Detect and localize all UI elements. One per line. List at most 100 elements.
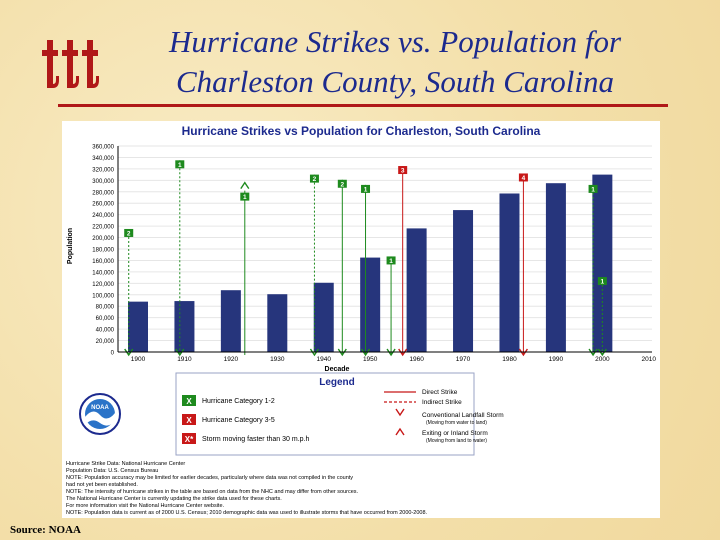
storm-category-label: 2: [341, 181, 345, 188]
storm-category-badge: [518, 173, 528, 182]
population-bar: [267, 294, 288, 352]
source-note: Source: NOAA: [10, 524, 81, 536]
storm-category-label: 1: [601, 279, 605, 286]
y-tick-label: 260,000: [92, 202, 114, 208]
legend-line-sublabel: (Moving from water to land): [426, 420, 487, 426]
storm-category-badge: [309, 174, 319, 183]
legend-item-label: Hurricane Category 3-5: [202, 417, 275, 424]
storm-category-label: 2: [313, 176, 317, 183]
slide-logo-icon: [42, 40, 99, 88]
storm-category-badge: [240, 192, 250, 201]
population-bar: [360, 257, 381, 352]
storm-category-badge: [386, 256, 396, 265]
chart-panel: Hurricane Strikes vs Population for Char…: [62, 121, 660, 518]
x-tick-label: 1930: [270, 356, 285, 363]
legend-swatch: [182, 414, 196, 425]
storm-category-badge: [361, 184, 371, 193]
x-tick-label: 1920: [224, 356, 239, 363]
storm-up-marker: [240, 181, 250, 190]
y-tick-label: 360,000: [92, 145, 114, 151]
legend-box: [175, 372, 475, 456]
noaa-logo-text: NOAA: [91, 405, 109, 411]
slide-title-line2: Charleston County, South Carolina: [175, 64, 615, 99]
x-axis-label: Decade: [325, 366, 350, 373]
y-tick-label: 160,000: [92, 259, 114, 265]
legend-swatch: [182, 395, 196, 406]
chart-note: Population Data: U.S. Census Bureau: [66, 468, 158, 474]
population-bar: [499, 193, 520, 352]
chart-note: NOTE: Population data is current as of 2…: [66, 510, 428, 516]
x-tick-label: 1980: [502, 356, 517, 363]
slide-title: Hurricane Strikes vs. Population for Cha…: [110, 22, 680, 102]
legend-line-label: Indirect Strike: [422, 399, 462, 406]
legend-title: Legend: [319, 377, 355, 388]
y-tick-label: 40,000: [96, 328, 115, 334]
x-tick-label: 1940: [317, 356, 332, 363]
hurricane-population-chart: Hurricane Strikes vs Population for Char…: [66, 124, 657, 516]
x-tick-label: 1950: [363, 356, 378, 363]
storm-category-label: 1: [243, 194, 247, 201]
chart-note: NOTE: Population accuracy may be limited…: [66, 475, 353, 481]
storm-category-label: 1: [591, 186, 595, 193]
y-tick-label: 20,000: [96, 339, 115, 345]
legend-line-sublabel: (Moving from land to water): [426, 438, 487, 444]
y-tick-label: 300,000: [92, 179, 114, 185]
title-divider: [58, 104, 668, 107]
storm-category-badge: [175, 160, 185, 169]
legend-line-label: Conventional Landfall Storm: [422, 412, 504, 419]
x-tick-label: 2000: [595, 356, 610, 363]
legend-swatch-glyph: X: [186, 397, 192, 406]
population-bar: [453, 210, 474, 352]
legend-swatch-glyph: X*: [185, 435, 194, 444]
storm-category-label: 1: [364, 186, 368, 193]
y-tick-label: 60,000: [96, 316, 115, 322]
x-tick-label: 1970: [456, 356, 471, 363]
legend-up-marker: [395, 427, 405, 436]
y-tick-label: 140,000: [92, 270, 114, 276]
chart-note: For more information visit the National …: [66, 503, 225, 509]
y-tick-label: 320,000: [92, 167, 114, 173]
y-tick-label: 80,000: [96, 305, 115, 311]
chart-note: Hurricane Strike Data: National Hurrican…: [66, 461, 185, 467]
legend-item-label: Storm moving faster than 30 m.p.h: [202, 436, 309, 443]
population-bar: [406, 228, 427, 352]
y-axis-label: Population: [67, 228, 74, 264]
y-tick-label: 340,000: [92, 156, 114, 162]
storm-category-badge: [398, 166, 408, 175]
storm-category-badge: [597, 277, 607, 286]
storm-category-label: 1: [178, 162, 182, 169]
legend-item-label: Hurricane Category 1-2: [202, 398, 275, 405]
y-tick-label: 100,000: [92, 293, 114, 299]
storm-down-marker: [175, 348, 185, 357]
slide-title-line1: Hurricane Strikes vs. Population for: [168, 24, 622, 59]
x-tick-label: 2010: [642, 356, 657, 363]
storm-category-badge: [337, 179, 347, 188]
y-tick-label: 240,000: [92, 213, 114, 219]
population-bar: [592, 174, 613, 352]
noaa-logo-icon: NOAA: [79, 393, 121, 435]
x-tick-label: 1990: [549, 356, 564, 363]
storm-down-marker: [124, 348, 134, 357]
population-bar: [545, 183, 566, 352]
chart-title: Hurricane Strikes vs Population for Char…: [182, 124, 541, 138]
y-tick-label: 120,000: [92, 282, 114, 288]
legend-swatch-glyph: X: [186, 416, 192, 425]
x-tick-label: 1910: [177, 356, 192, 363]
chart-note: had not yet been established.: [66, 482, 138, 488]
x-tick-label: 1900: [131, 356, 146, 363]
legend-line-label: Direct Strike: [422, 389, 458, 396]
y-tick-label: 220,000: [92, 225, 114, 231]
storm-category-badge: [588, 184, 598, 193]
legend-down-marker: [395, 408, 405, 417]
y-tick-label: 200,000: [92, 236, 114, 242]
storm-category-label: 1: [389, 258, 393, 265]
x-tick-label: 1960: [409, 356, 424, 363]
legend-line-label: Exiting or Inland Storm: [422, 430, 488, 437]
legend-swatch: [182, 433, 196, 444]
storm-category-label: 2: [127, 230, 131, 237]
population-bar: [220, 290, 241, 352]
y-tick-label: 180,000: [92, 248, 114, 254]
population-bar: [174, 301, 195, 352]
storm-category-label: 3: [401, 168, 405, 175]
y-tick-label: 280,000: [92, 190, 114, 196]
